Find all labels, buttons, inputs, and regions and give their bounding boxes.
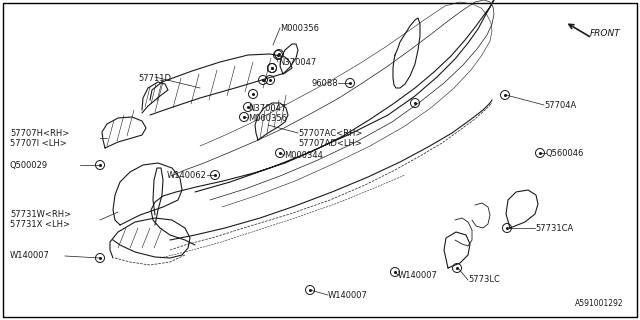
Text: N370047: N370047	[278, 58, 316, 67]
Text: W140007: W140007	[10, 252, 50, 260]
Text: 57704A: 57704A	[544, 100, 576, 109]
Text: 57707I <LH>: 57707I <LH>	[10, 139, 67, 148]
Text: FRONT: FRONT	[590, 28, 621, 37]
Text: M000356: M000356	[248, 114, 287, 123]
Text: A591001292: A591001292	[575, 299, 624, 308]
Text: M000356: M000356	[280, 23, 319, 33]
Text: 57731W<RH>: 57731W<RH>	[10, 210, 71, 219]
Text: W140007: W140007	[398, 270, 438, 279]
Text: 57707H<RH>: 57707H<RH>	[10, 129, 69, 138]
Text: M000344: M000344	[284, 150, 323, 159]
Text: 96088: 96088	[312, 78, 338, 87]
Text: 5773LC: 5773LC	[468, 276, 500, 284]
Text: 57731CA: 57731CA	[535, 223, 573, 233]
Text: Q500029: Q500029	[10, 161, 48, 170]
Text: 57711D: 57711D	[138, 74, 172, 83]
Text: 57731X <LH>: 57731X <LH>	[10, 220, 70, 228]
Text: 57707AD<LH>: 57707AD<LH>	[298, 139, 362, 148]
Text: Q560046: Q560046	[546, 148, 584, 157]
Text: W140007: W140007	[328, 291, 368, 300]
Text: 57707AC<RH>: 57707AC<RH>	[298, 129, 362, 138]
Text: W140062: W140062	[167, 171, 207, 180]
Text: N370047: N370047	[248, 103, 286, 113]
